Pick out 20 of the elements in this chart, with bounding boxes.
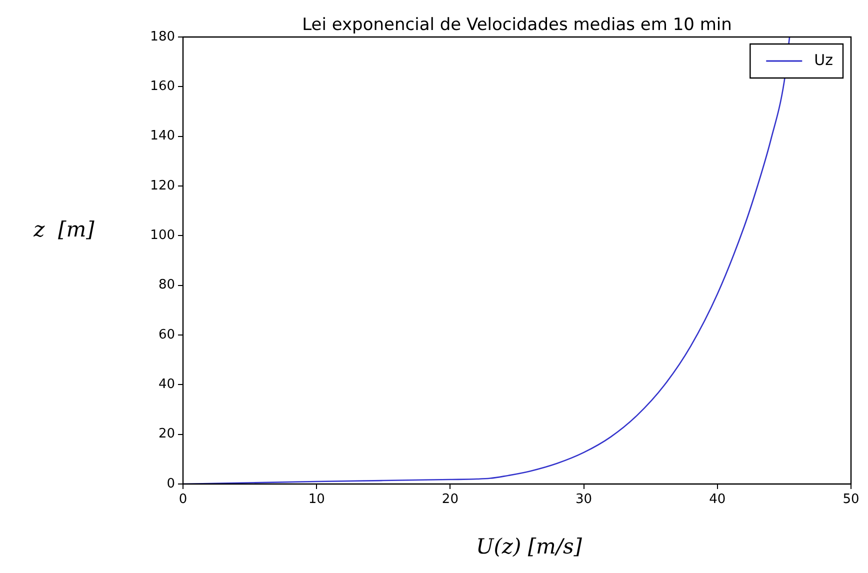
y-tick-label: 0 — [166, 476, 175, 492]
legend-label: Uz — [814, 50, 834, 69]
x-tick-label: 50 — [842, 492, 860, 508]
y-tick-label: 120 — [150, 178, 175, 194]
y-tick-label: 100 — [150, 228, 175, 244]
y-axis-title: z [m] — [32, 217, 96, 242]
y-tick-label: 140 — [150, 128, 175, 144]
y-tick-label: 180 — [150, 29, 175, 44]
x-tick-label: 0 — [178, 492, 188, 508]
x-tick-label: 30 — [576, 492, 592, 508]
y-tick-label: 60 — [158, 327, 175, 342]
x-axis-title: U(z) [m/s] — [476, 534, 583, 558]
chart-title: Lei exponencial de Velocidades medias em 10 min — [302, 14, 732, 35]
y-tick-label: 20 — [158, 426, 175, 442]
y-tick-label: 160 — [150, 79, 175, 94]
x-tick-label: 10 — [308, 492, 325, 508]
y-tick-label: 40 — [158, 377, 175, 392]
x-tick-label: 20 — [442, 492, 458, 508]
y-tick-label: 80 — [158, 278, 175, 293]
x-tick-label: 40 — [709, 492, 726, 508]
